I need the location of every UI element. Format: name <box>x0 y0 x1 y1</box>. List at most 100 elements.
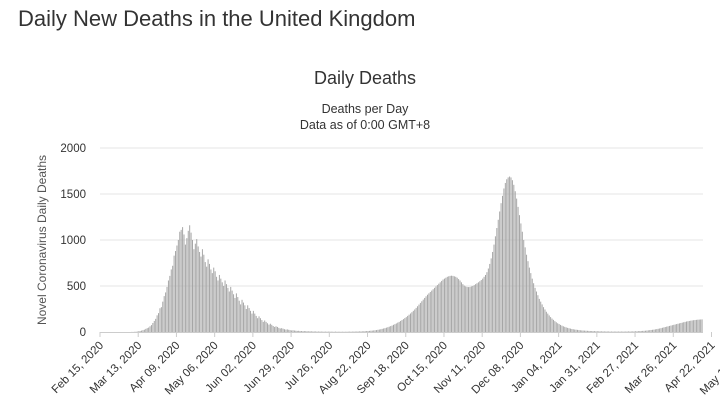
bar <box>404 318 406 332</box>
bar <box>483 276 485 332</box>
bar <box>201 249 203 332</box>
bar <box>288 329 290 332</box>
bar <box>156 315 158 332</box>
bar <box>644 330 646 332</box>
bar <box>517 206 519 332</box>
bar <box>514 191 516 332</box>
bar <box>159 308 161 332</box>
bar <box>516 198 518 332</box>
bar <box>513 184 515 332</box>
bar <box>180 229 182 332</box>
bar <box>584 330 586 332</box>
bar <box>664 327 666 332</box>
bar <box>687 321 689 332</box>
bar <box>443 278 445 332</box>
bar <box>308 331 310 332</box>
bar <box>493 244 495 332</box>
bar <box>247 305 249 332</box>
bar <box>497 219 499 332</box>
bar <box>312 331 314 332</box>
bar <box>150 325 152 332</box>
bar <box>244 305 246 332</box>
bar <box>393 324 394 332</box>
bar <box>172 265 174 332</box>
bar <box>579 330 581 332</box>
bar <box>673 324 675 332</box>
bar <box>411 312 413 332</box>
bar <box>361 331 363 332</box>
bar <box>569 328 571 332</box>
bar <box>360 331 362 332</box>
bar <box>417 306 419 332</box>
bar <box>225 284 227 332</box>
bar <box>594 331 595 332</box>
bar <box>526 254 528 332</box>
bar <box>213 267 215 332</box>
bar <box>550 317 552 332</box>
bar <box>142 330 144 332</box>
bar <box>285 329 287 332</box>
bar <box>663 327 665 332</box>
bar <box>642 330 644 332</box>
bar <box>250 310 252 332</box>
bar <box>598 331 600 332</box>
bar <box>657 328 659 332</box>
bar <box>364 331 366 332</box>
bar <box>567 327 569 332</box>
bar <box>558 324 560 332</box>
bar <box>626 331 628 332</box>
bar <box>572 329 574 332</box>
bar <box>397 322 399 332</box>
bar <box>176 245 178 332</box>
bar <box>388 326 390 332</box>
bar <box>599 331 601 332</box>
bar <box>660 328 662 332</box>
bar <box>424 297 426 332</box>
bar <box>206 266 208 332</box>
bar <box>282 328 284 332</box>
bar <box>595 331 597 332</box>
bar <box>606 331 608 332</box>
bar <box>509 176 511 332</box>
bar <box>377 329 379 332</box>
bar <box>639 331 641 332</box>
bar <box>477 282 479 332</box>
bar <box>257 318 259 332</box>
y-tick-label: 1000 <box>60 235 86 247</box>
bar <box>374 330 376 332</box>
bar <box>468 287 470 332</box>
bar <box>608 331 610 332</box>
bar <box>588 330 590 332</box>
bar <box>462 284 464 332</box>
bar <box>680 322 682 332</box>
y-tick-label: 500 <box>67 281 86 293</box>
bar <box>489 263 491 332</box>
chart-subtitle-line-2: Data as of 0:00 GMT+8 <box>300 118 430 132</box>
bar <box>436 285 438 332</box>
bar <box>449 275 451 332</box>
bar <box>640 330 642 332</box>
bar <box>676 324 678 332</box>
bar <box>670 325 672 332</box>
bar <box>265 321 267 332</box>
bar <box>441 280 443 332</box>
bar <box>438 283 440 332</box>
bar <box>537 295 539 332</box>
bar <box>654 329 656 332</box>
bar <box>414 309 416 332</box>
bar <box>167 280 169 332</box>
bar <box>494 236 496 332</box>
bar <box>543 307 545 332</box>
bar <box>555 322 557 332</box>
bar <box>667 326 669 332</box>
bar <box>669 325 671 332</box>
bar <box>551 318 553 332</box>
bar <box>456 277 458 332</box>
bar <box>541 304 543 332</box>
bar <box>395 323 397 332</box>
bar-series <box>131 176 703 332</box>
bar <box>378 329 380 332</box>
bar <box>197 246 199 332</box>
bar <box>262 321 264 332</box>
bar <box>289 330 291 332</box>
